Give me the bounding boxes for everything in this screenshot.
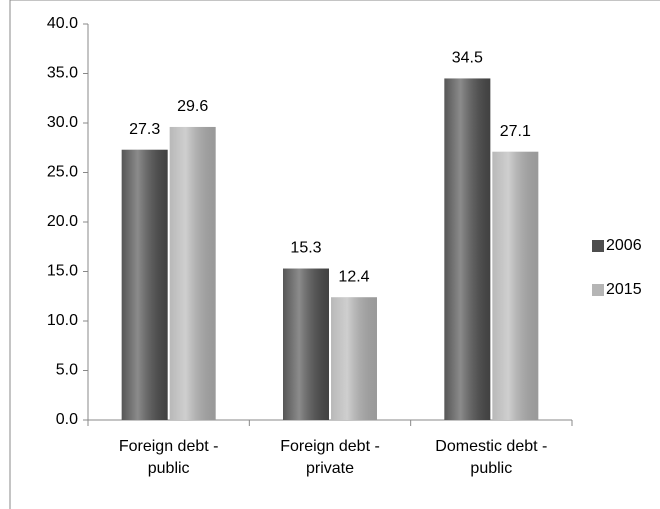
y-tick-label: 10.0: [47, 312, 78, 329]
value-label: 29.6: [177, 98, 208, 115]
value-label: 34.5: [452, 50, 483, 67]
bar-shine: [169, 126, 216, 421]
y-tick-label: 25.0: [47, 164, 78, 181]
legend-label: 2006: [606, 237, 642, 254]
y-tick-label: 40.0: [47, 15, 78, 32]
y-tick-label: 15.0: [47, 263, 78, 280]
y-tick-label: 0.0: [56, 411, 78, 428]
bar-shine: [121, 149, 168, 421]
y-tick-label: 20.0: [47, 213, 78, 230]
x-tick-label: Foreign debt - private: [280, 438, 380, 477]
y-tick-label: 30.0: [47, 114, 78, 131]
y-tick-label: 5.0: [56, 362, 78, 379]
chart-frame: [9, 0, 660, 509]
bar-shine: [283, 268, 329, 420]
legend-label: 2015: [606, 281, 642, 298]
x-tick-label: Domestic debt - public: [435, 438, 548, 477]
value-label: 12.4: [338, 268, 369, 285]
legend-marker: [592, 284, 604, 296]
bar-shine: [444, 78, 491, 420]
bar-shine: [331, 297, 377, 420]
value-label: 15.3: [290, 240, 321, 257]
x-tick-label: Foreign debt - public: [118, 438, 219, 477]
value-label: 27.3: [129, 121, 160, 138]
y-tick-label: 35.0: [47, 65, 78, 82]
bar-shine: [492, 151, 539, 420]
value-label: 27.1: [500, 123, 531, 140]
legend-marker: [592, 240, 604, 252]
